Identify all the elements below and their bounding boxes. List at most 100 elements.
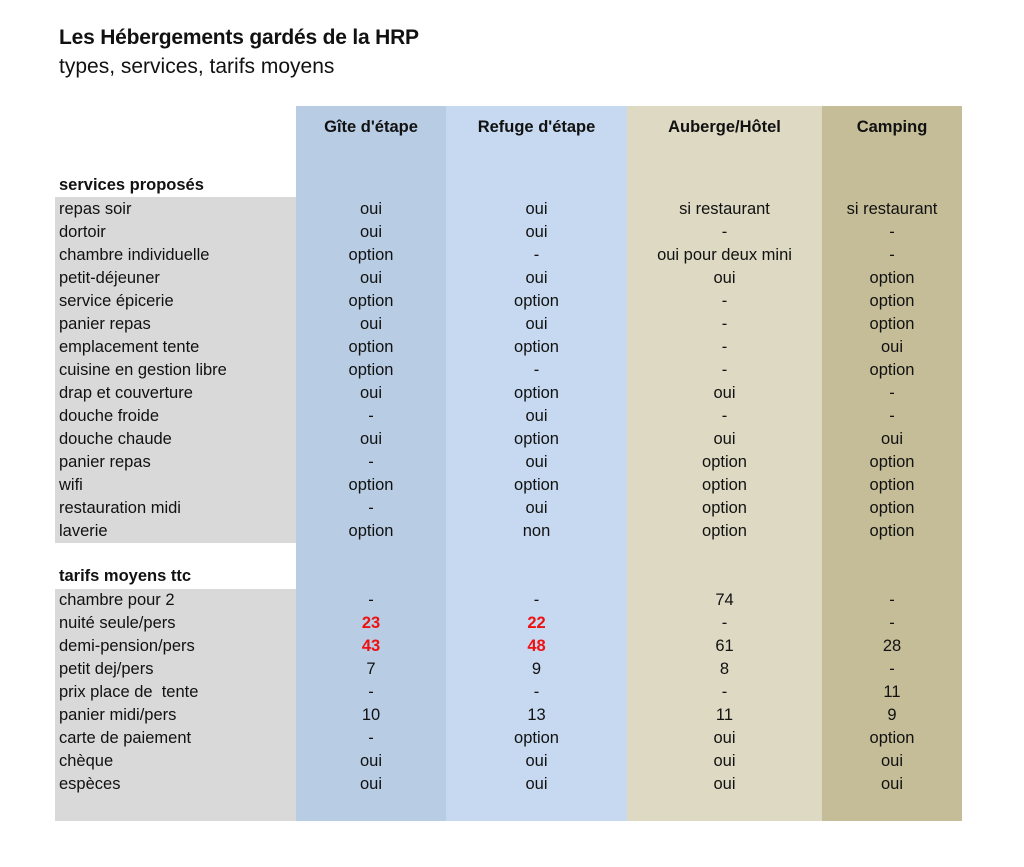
table-row: service épicerie option option - option <box>0 290 1024 313</box>
table-cell: oui <box>525 269 548 287</box>
table-cell: option <box>869 269 915 287</box>
table-cell: oui <box>359 384 383 402</box>
section-heading-services: services proposés <box>59 176 204 194</box>
row-label: emplacement tente <box>59 338 200 356</box>
table-cell: option <box>702 499 747 517</box>
table-row: petit dej/pers 7 9 8 - <box>0 658 1024 681</box>
column-bg-refuge <box>446 106 627 821</box>
table-row: carte de paiement - option oui option <box>0 727 1024 750</box>
table-cell: oui <box>713 752 736 770</box>
label-bg-tarifs <box>55 589 296 821</box>
table-cell: option <box>869 361 915 379</box>
row-label: douche froide <box>59 407 159 425</box>
table-cell: - <box>721 338 728 356</box>
table-cell: oui <box>713 729 736 747</box>
table-cell: oui <box>880 752 904 770</box>
column-header-camping: Camping <box>856 118 928 136</box>
table-cell: option <box>869 315 915 333</box>
table-row: restauration midi - oui option option <box>0 497 1024 520</box>
table-cell: 7 <box>366 660 376 678</box>
row-label: petit-déjeuner <box>59 269 160 287</box>
table-cell: 61 <box>715 637 734 655</box>
table-cell: option <box>348 361 394 379</box>
row-label: drap et couverture <box>59 384 193 402</box>
table-row: petit-déjeuner oui oui oui option <box>0 267 1024 290</box>
table-cell: oui <box>359 775 383 793</box>
table-cell: oui pour deux mini <box>657 246 792 264</box>
table-cell: option <box>702 522 747 540</box>
table-cell: 11 <box>883 683 901 701</box>
table-cell: - <box>889 614 895 632</box>
table-row: nuité seule/pers 23 22 - - <box>0 612 1024 635</box>
table-cell: option <box>348 522 394 540</box>
table-cell: option <box>348 246 394 264</box>
table-cell: oui <box>880 338 904 356</box>
table-cell: option <box>869 292 915 310</box>
table-cell: 9 <box>531 660 542 678</box>
table-row: douche chaude oui option oui oui <box>0 428 1024 451</box>
table-cell: option <box>869 729 915 747</box>
table-cell: - <box>889 384 895 402</box>
table-row: espèces oui oui oui oui <box>0 773 1024 796</box>
table-row: panier midi/pers 10 13 11 9 <box>0 704 1024 727</box>
column-bg-auberge <box>627 106 822 821</box>
table-cell: - <box>721 361 728 379</box>
table-cell: 11 <box>715 706 734 724</box>
table-row: douche froide - oui - - <box>0 405 1024 428</box>
row-label: demi-pension/pers <box>59 637 195 655</box>
table-row: repas soir oui oui si restaurant si restaura… <box>0 198 1024 221</box>
table-cell: oui <box>525 200 548 218</box>
table-cell: oui <box>359 752 383 770</box>
table-cell: oui <box>713 384 736 402</box>
table-cell: 13 <box>527 706 546 724</box>
table-cell: - <box>533 246 540 264</box>
table-cell: option <box>514 430 559 448</box>
table-row: panier repas - oui option option <box>0 451 1024 474</box>
table-cell: si restaurant <box>679 200 770 218</box>
table-cell: 43 <box>361 637 381 655</box>
table-cell: - <box>368 729 374 747</box>
row-label: restauration midi <box>59 499 181 517</box>
table-cell: option <box>869 522 915 540</box>
table-cell: 74 <box>715 591 734 609</box>
column-bg-camping <box>822 106 962 821</box>
table-cell: 9 <box>887 706 897 724</box>
table-cell: oui <box>525 775 548 793</box>
row-label: chèque <box>59 752 114 770</box>
table-cell: - <box>368 453 374 471</box>
table-cell: oui <box>713 269 736 287</box>
row-label: chambre individuelle <box>59 246 210 264</box>
table-cell: 48 <box>527 637 546 655</box>
row-label: dortoir <box>59 223 106 241</box>
table-row: emplacement tente option option - oui <box>0 336 1024 359</box>
row-label: douche chaude <box>59 430 172 448</box>
table-cell: oui <box>359 315 383 333</box>
table-cell: option <box>514 729 559 747</box>
table-row: chambre individuelle option - oui pour deux… <box>0 244 1024 267</box>
row-label: nuité seule/pers <box>59 614 176 632</box>
table-cell: oui <box>713 775 736 793</box>
table-cell: 8 <box>719 660 730 678</box>
table-cell: 28 <box>882 637 902 655</box>
table-row: dortoir oui oui - - <box>0 221 1024 244</box>
table-cell: option <box>348 292 394 310</box>
table-cell: option <box>514 476 559 494</box>
table-cell: oui <box>359 269 383 287</box>
page-title: Les Hébergements gardés de la HRP <box>59 26 419 49</box>
table-cell: - <box>533 361 540 379</box>
row-label: chambre pour 2 <box>59 591 175 609</box>
table-cell: 10 <box>361 706 381 724</box>
table-cell: oui <box>525 223 548 241</box>
table-row: panier repas oui oui - option <box>0 313 1024 336</box>
table-row: chèque oui oui oui oui <box>0 750 1024 773</box>
table-cell: oui <box>880 430 904 448</box>
table-row: drap et couverture oui option oui - <box>0 382 1024 405</box>
table-row: prix place de tente - - - 11 <box>0 681 1024 704</box>
table-cell: option <box>869 453 915 471</box>
table-cell: - <box>721 407 728 425</box>
table-cell: - <box>889 660 895 678</box>
table-row: chambre pour 2 - - 74 - <box>0 589 1024 612</box>
table-cell: oui <box>713 430 736 448</box>
table-cell: option <box>514 384 559 402</box>
column-header-refuge: Refuge d'étape <box>477 118 596 136</box>
